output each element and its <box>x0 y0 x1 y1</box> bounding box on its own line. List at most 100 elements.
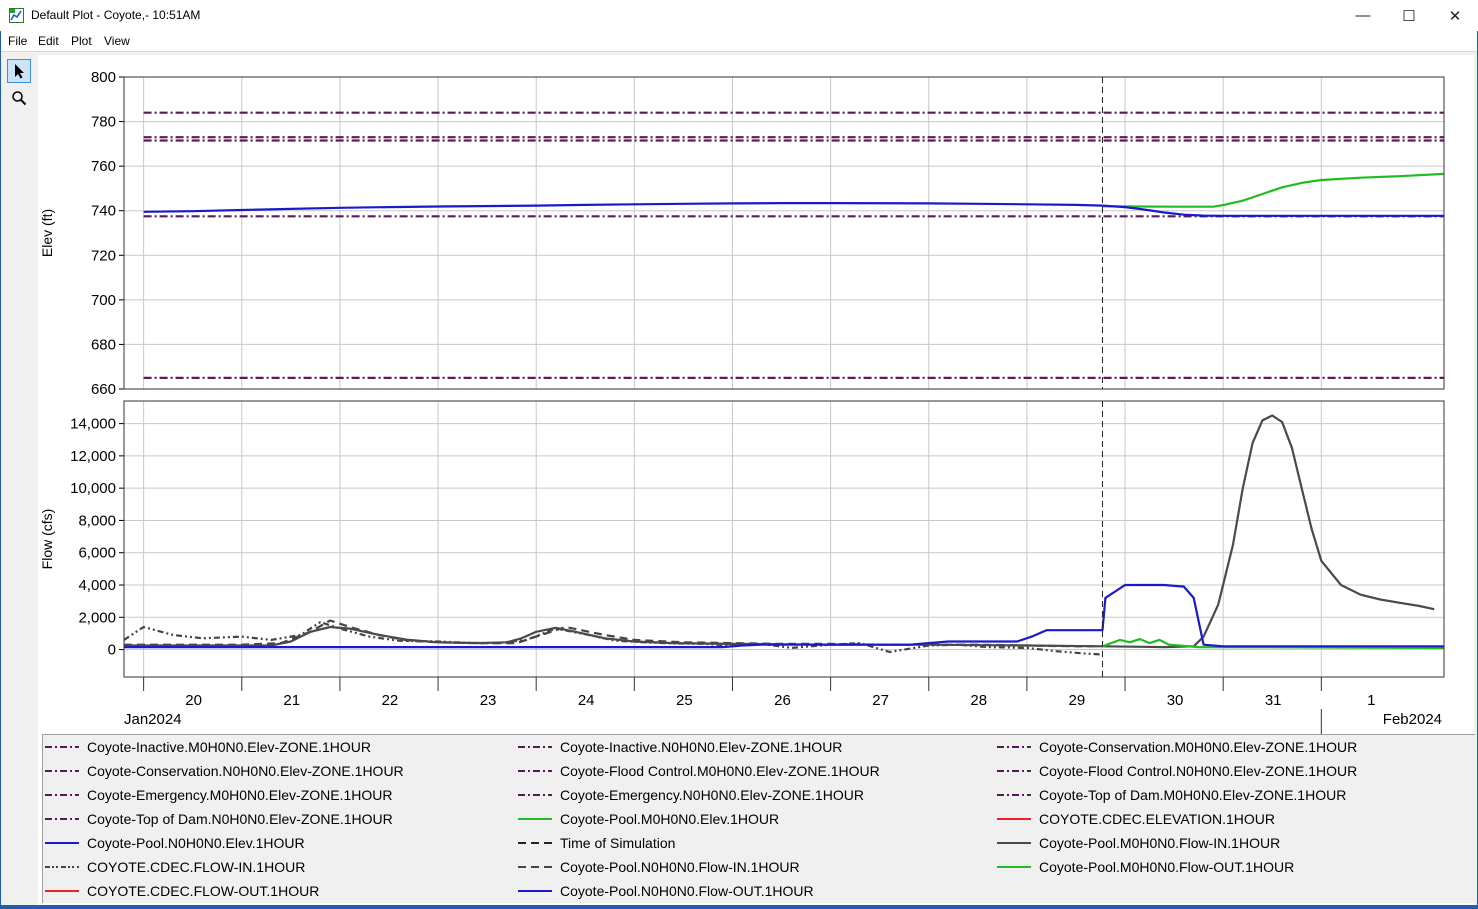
x-tick-label-20: 20 <box>185 692 202 709</box>
flow-ytick-label: 0 <box>108 642 116 659</box>
legend-swatch <box>518 746 552 748</box>
flow-ytick-label: 14,000 <box>70 416 116 433</box>
legend-swatch <box>45 818 79 820</box>
legend-label: COYOTE.CDEC.FLOW-OUT.1HOUR <box>87 883 320 899</box>
elev-ytick-label: 780 <box>91 114 116 131</box>
chart-app-icon <box>9 8 24 23</box>
legend-item[interactable]: Coyote-Pool.M0H0N0.Flow-IN.1HOUR <box>997 833 1280 853</box>
flow-series-line-2 <box>124 414 1435 649</box>
legend-item[interactable]: Coyote-Flood Control.N0H0N0.Elev-ZONE.1H… <box>997 761 1357 781</box>
legend-label: Coyote-Pool.M0H0N0.Flow-OUT.1HOUR <box>1039 859 1295 875</box>
elev-series-line-5 <box>1102 172 1445 208</box>
month-label-jan: Jan2024 <box>124 711 182 728</box>
x-tick-label-26: 26 <box>774 692 791 709</box>
month-label-feb: Feb2024 <box>1383 711 1442 728</box>
flow-plot-background <box>124 401 1444 677</box>
elev-ytick-label: 720 <box>91 247 116 264</box>
plot-area: 800 780 760 740 720 700 680 660 Elev (ft) 14,000 1… <box>38 55 1474 905</box>
legend-item[interactable]: Coyote-Top of Dam.M0H0N0.Elev-ZONE.1HOUR <box>997 785 1346 805</box>
window-border-bottom <box>0 905 1478 909</box>
legend-item[interactable]: Coyote-Emergency.N0H0N0.Elev-ZONE.1HOUR <box>518 785 864 805</box>
legend-item[interactable]: COYOTE.CDEC.FLOW-OUT.1HOUR <box>45 881 319 901</box>
legend-swatch <box>518 842 552 844</box>
legend-label: Coyote-Top of Dam.N0H0N0.Elev-ZONE.1HOUR <box>87 811 393 827</box>
flow-y-axis-label: Flow (cfs) <box>39 509 55 570</box>
legend-item[interactable]: COYOTE.CDEC.FLOW-IN.1HOUR <box>45 857 305 877</box>
title-bar: Default Plot - Coyote,- 10:51AM — ☐ ✕ <box>0 0 1478 32</box>
legend-item[interactable]: Coyote-Pool.M0H0N0.Flow-OUT.1HOUR <box>997 857 1294 877</box>
legend-item[interactable]: Coyote-Pool.N0H0N0.Flow-OUT.1HOUR <box>518 881 814 901</box>
legend-item[interactable]: Coyote-Top of Dam.N0H0N0.Elev-ZONE.1HOUR <box>45 809 393 829</box>
legend-item[interactable]: COYOTE.CDEC.ELEVATION.1HOUR <box>997 809 1275 829</box>
legend-label: Coyote-Flood Control.N0H0N0.Elev-ZONE.1H… <box>1039 763 1358 779</box>
legend-label: COYOTE.CDEC.FLOW-IN.1HOUR <box>87 859 306 875</box>
legend-swatch <box>518 818 552 820</box>
close-button[interactable]: ✕ <box>1432 0 1478 31</box>
x-tick-label-28: 28 <box>970 692 987 709</box>
legend-item[interactable]: Coyote-Pool.N0H0N0.Flow-IN.1HOUR <box>518 857 800 877</box>
legend-label: Coyote-Flood Control.M0H0N0.Elev-ZONE.1H… <box>560 763 880 779</box>
legend-label: Coyote-Pool.N0H0N0.Flow-IN.1HOUR <box>560 859 800 875</box>
window-border-left <box>0 31 1 909</box>
magnifier-icon <box>12 91 27 106</box>
legend-item[interactable]: Coyote-Emergency.M0H0N0.Elev-ZONE.1HOUR <box>45 785 393 805</box>
legend-label: Coyote-Pool.N0H0N0.Elev.1HOUR <box>87 835 305 851</box>
x-tick-label-31: 31 <box>1265 692 1282 709</box>
menu-plot[interactable]: Plot <box>71 34 92 48</box>
flow-ytick-label: 10,000 <box>70 480 116 497</box>
legend-item[interactable]: Coyote-Pool.M0H0N0.Elev.1HOUR <box>518 809 779 829</box>
tool-palette <box>4 55 34 905</box>
elev-ytick-label: 740 <box>91 203 116 220</box>
flow-ytick-label: 6,000 <box>78 545 116 562</box>
x-tick-label-22: 22 <box>382 692 399 709</box>
legend-label: Coyote-Pool.M0H0N0.Flow-IN.1HOUR <box>1039 835 1281 851</box>
menu-bar: File Edit Plot View <box>0 31 1478 52</box>
legend-swatch <box>45 842 79 844</box>
menu-file[interactable]: File <box>8 34 28 48</box>
legend-label: Time of Simulation <box>560 835 676 851</box>
legend-item[interactable]: Time of Simulation <box>518 833 675 853</box>
legend-swatch <box>45 794 79 796</box>
zoom-tool-button[interactable] <box>7 86 31 110</box>
legend-swatch <box>997 794 1031 796</box>
elev-plot-frame <box>123 76 1445 390</box>
legend-item[interactable]: Coyote-Conservation.N0H0N0.Elev-ZONE.1HO… <box>45 761 404 781</box>
flow-series-line-4 <box>124 583 1444 649</box>
legend-item[interactable]: Coyote-Conservation.M0H0N0.Elev-ZONE.1HO… <box>997 737 1357 757</box>
minimize-button[interactable]: — <box>1340 0 1386 31</box>
legend-label: Coyote-Pool.M0H0N0.Elev.1HOUR <box>560 811 780 827</box>
legend-swatch <box>518 890 552 892</box>
legend-label: Coyote-Top of Dam.M0H0N0.Elev-ZONE.1HOUR <box>1039 787 1347 803</box>
x-tick-label-24: 24 <box>578 692 595 709</box>
elev-plot-background <box>124 77 1444 389</box>
menu-edit[interactable]: Edit <box>38 34 59 48</box>
pointer-tool-button[interactable] <box>7 59 31 83</box>
legend-swatch <box>45 746 79 748</box>
legend-label: COYOTE.CDEC.ELEVATION.1HOUR <box>1039 811 1275 827</box>
flow-ytick-label: 2,000 <box>78 609 116 626</box>
elev-ytick-label: 800 <box>91 69 116 86</box>
legend-label: Coyote-Inactive.M0H0N0.Elev-ZONE.1HOUR <box>87 739 371 755</box>
menu-view[interactable]: View <box>104 34 130 48</box>
elev-ytick-label: 700 <box>91 292 116 309</box>
legend-swatch <box>45 866 79 868</box>
legend-item[interactable]: Coyote-Inactive.N0H0N0.Elev-ZONE.1HOUR <box>518 737 842 757</box>
legend-swatch <box>518 794 552 796</box>
legend-swatch <box>997 770 1031 772</box>
close-icon: ✕ <box>1448 7 1462 25</box>
legend-item[interactable]: Coyote-Inactive.M0H0N0.Elev-ZONE.1HOUR <box>45 737 371 757</box>
legend-swatch <box>45 890 79 892</box>
legend: Coyote-Inactive.M0H0N0.Elev-ZONE.1HOUR Co… <box>42 734 1475 903</box>
legend-item[interactable]: Coyote-Pool.N0H0N0.Elev.1HOUR <box>45 833 305 853</box>
x-tick-label-27: 27 <box>872 692 889 709</box>
legend-swatch <box>518 770 552 772</box>
legend-swatch <box>45 770 79 772</box>
flow-ytick-label: 12,000 <box>70 448 116 465</box>
legend-label: Coyote-Pool.N0H0N0.Flow-OUT.1HOUR <box>560 883 814 899</box>
legend-item[interactable]: Coyote-Flood Control.M0H0N0.Elev-ZONE.1H… <box>518 761 880 781</box>
elev-series-line-6 <box>143 202 1444 217</box>
elev-y-axis-label: Elev (ft) <box>39 209 55 257</box>
maximize-button[interactable]: ☐ <box>1386 0 1432 31</box>
legend-swatch <box>997 842 1031 844</box>
legend-swatch <box>997 746 1031 748</box>
